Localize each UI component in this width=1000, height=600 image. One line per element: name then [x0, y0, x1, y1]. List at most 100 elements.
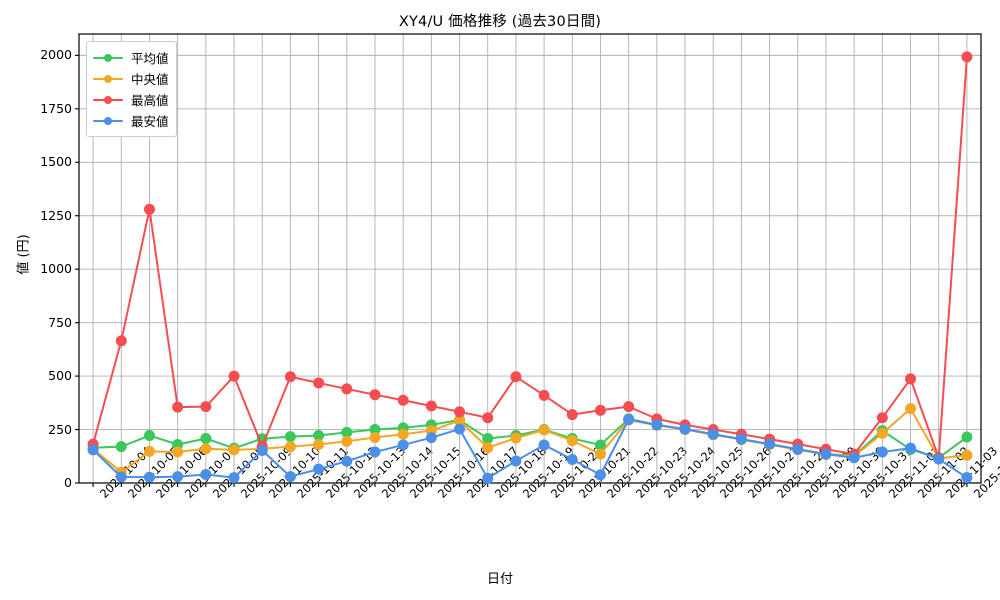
data-point: [961, 51, 973, 63]
legend-marker-icon: [93, 51, 123, 65]
legend-label: 最高値: [131, 93, 169, 108]
data-point: [735, 433, 747, 445]
data-point: [538, 389, 550, 401]
data-point: [313, 439, 325, 451]
data-point: [341, 383, 353, 395]
data-point: [454, 423, 466, 435]
data-point: [172, 401, 184, 413]
y-tick-label: 0: [64, 475, 72, 490]
data-point: [200, 433, 212, 445]
data-point: [228, 370, 240, 382]
data-point: [482, 472, 494, 484]
legend-item-1[interactable]: 平均値: [93, 47, 169, 68]
data-point: [905, 403, 917, 415]
data-point: [284, 431, 296, 443]
y-tick-label: 1750: [40, 100, 72, 116]
data-point: [848, 452, 860, 464]
legend-marker-icon: [93, 93, 123, 107]
series-2: [87, 403, 973, 478]
data-point: [115, 471, 127, 483]
data-point: [510, 455, 522, 467]
y-tick-label: 1250: [40, 207, 72, 223]
series-line: [92, 55, 968, 459]
y-tick-label: 2000: [40, 47, 72, 63]
data-point: [566, 453, 578, 465]
data-point: [341, 455, 353, 467]
plot-frame: [78, 33, 982, 484]
data-point: [538, 439, 550, 451]
x-axis-label: 日付: [486, 572, 513, 587]
data-point: [87, 444, 99, 456]
data-point: [876, 446, 888, 458]
series-4: [87, 414, 973, 484]
y-tick-label: 1500: [40, 154, 72, 170]
data-point: [369, 446, 381, 458]
data-point: [820, 448, 832, 460]
data-point: [876, 427, 888, 439]
data-point: [792, 443, 804, 455]
data-point: [482, 412, 494, 424]
data-point: [679, 423, 691, 435]
y-tick-label: 1000: [40, 261, 72, 277]
data-point: [764, 438, 776, 450]
data-point: [369, 389, 381, 401]
series-3: [87, 51, 973, 464]
data-point: [425, 432, 437, 444]
data-point: [200, 468, 212, 480]
data-point: [397, 428, 409, 440]
data-point: [933, 453, 945, 465]
data-point: [115, 335, 127, 347]
data-point: [200, 443, 212, 455]
data-point: [284, 371, 296, 383]
data-point: [143, 471, 155, 483]
data-point: [454, 406, 466, 418]
data-point: [143, 445, 155, 457]
legend-item-3[interactable]: 最高値: [93, 89, 169, 110]
data-point: [143, 430, 155, 442]
data-point: [623, 414, 635, 425]
data-point: [313, 463, 325, 475]
data-point: [482, 433, 494, 445]
y-tick-label: 250: [48, 421, 72, 437]
data-point: [623, 401, 635, 413]
legend-marker-icon: [93, 72, 123, 86]
data-point: [284, 471, 296, 483]
data-point: [566, 435, 578, 447]
y-tick-label: 750: [48, 314, 72, 330]
data-point: [228, 472, 240, 484]
data-point: [115, 441, 127, 453]
y-tick-label: 500: [48, 368, 72, 384]
data-point: [143, 203, 155, 215]
data-point: [313, 377, 325, 389]
data-point: [594, 469, 606, 481]
legend-label: 中央値: [131, 72, 169, 87]
data-point: [961, 449, 973, 461]
data-point: [905, 373, 917, 385]
data-point: [651, 419, 663, 431]
legend-label: 最安値: [131, 114, 169, 129]
legend-item-2[interactable]: 中央値: [93, 68, 169, 89]
data-point: [397, 394, 409, 406]
data-point: [341, 435, 353, 447]
legend-marker-icon: [93, 114, 123, 128]
legend-label: 平均値: [131, 51, 169, 66]
data-point: [707, 428, 719, 440]
data-point: [594, 404, 606, 416]
data-point: [961, 472, 973, 484]
data-point: [510, 432, 522, 444]
data-point: [961, 431, 973, 443]
legend-item-4[interactable]: 最安値: [93, 110, 169, 131]
data-point: [369, 431, 381, 443]
series-line: [92, 407, 968, 474]
data-point: [284, 441, 296, 453]
data-point: [482, 442, 494, 454]
chart-legend: 平均値中央値最高値最安値: [86, 41, 177, 137]
data-point: [538, 424, 550, 436]
data-point: [876, 412, 888, 424]
data-point: [397, 439, 409, 451]
data-point: [566, 409, 578, 421]
data-point: [200, 401, 212, 413]
data-point: [594, 448, 606, 460]
